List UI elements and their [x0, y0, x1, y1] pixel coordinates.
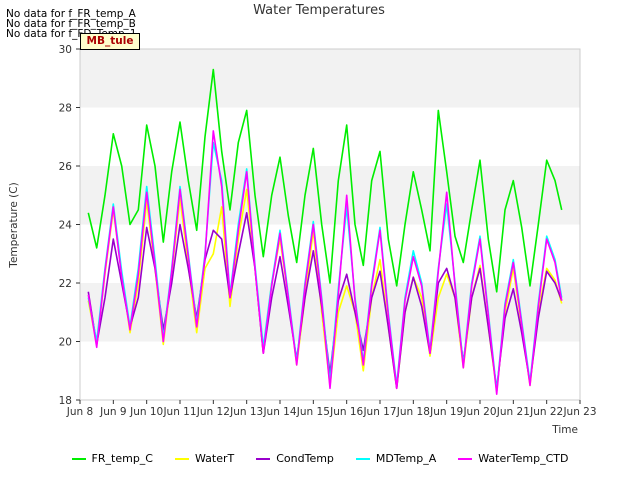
x-tick-label: Jun 12: [196, 406, 230, 418]
series-line-fr-temp-c: [87, 68, 563, 293]
legend-item: WaterTemp_CTD: [458, 452, 568, 465]
legend-label: MDTemp_A: [375, 452, 437, 465]
x-axis-ticks: Jun 8 Jun 9 Jun 10 Jun 11 Jun 12 Jun 13 Jun 14…: [66, 400, 597, 418]
y-tick-label: 22: [59, 278, 72, 290]
series-line-watertemp-ctd: [87, 130, 563, 396]
y-tick-label: 24: [59, 220, 73, 232]
chart-title: Water Temperatures: [253, 3, 385, 18]
site-tag: MB_tule: [80, 33, 140, 50]
legend-swatch: [458, 457, 473, 460]
x-tick-label: Jun 17: [362, 406, 396, 418]
y-tick-label: 18: [59, 395, 72, 407]
no-data-message-fr-temp-b: No data for f_FR_temp_B: [6, 18, 136, 30]
x-tick-label: Jun 22: [529, 406, 563, 418]
x-tick-label: Jun 19: [429, 406, 463, 418]
x-tick-label: Jun 11: [162, 406, 196, 418]
legend-label: CondTemp: [276, 452, 334, 465]
y-axis-label: Temperature (C): [8, 182, 20, 268]
background-band-2: [80, 49, 580, 108]
legend-label: WaterT: [194, 452, 235, 465]
background-band-1: [80, 166, 580, 225]
legend-swatch: [174, 457, 189, 460]
x-tick-label: Jun 13: [229, 406, 263, 418]
legend-swatch: [256, 457, 271, 460]
legend-item: CondTemp: [256, 452, 334, 465]
y-tick-label: 26: [59, 161, 73, 173]
legend-swatch: [71, 457, 86, 460]
no-data-message-fr-temp-a: No data for f_FR_temp_A: [6, 8, 136, 20]
legend-swatch: [355, 457, 370, 460]
chart-legend: FR_temp_C WaterT CondTemp MDTemp_A WaterTemp…: [0, 452, 640, 465]
x-axis-label: Time: [551, 424, 578, 436]
x-tick-label: Jun 16: [329, 406, 363, 418]
y-tick-label: 20: [59, 337, 72, 349]
legend-label: FR_temp_C: [91, 452, 153, 465]
x-tick-label: Jun 14: [262, 406, 296, 418]
y-tick-label: 28: [59, 103, 72, 115]
legend-item: WaterT: [174, 452, 235, 465]
legend-item: MDTemp_A: [355, 452, 437, 465]
y-tick-label: 30: [59, 44, 72, 56]
x-tick-label: Jun 9: [99, 406, 126, 418]
series-lines: [87, 68, 563, 396]
x-tick-label: Jun 23: [562, 406, 596, 418]
x-tick-label: Jun 8: [66, 406, 93, 418]
x-tick-label: Jun 20: [462, 406, 496, 418]
y-axis-ticks: 18 20 22 24 26 28 30: [59, 44, 80, 407]
x-tick-label: Jun 21: [496, 406, 530, 418]
legend-label: WaterTemp_CTD: [478, 452, 569, 465]
legend-item: FR_temp_C: [71, 452, 153, 465]
x-tick-label: Jun 15: [296, 406, 330, 418]
background-bands: [80, 49, 580, 342]
x-tick-label: Jun 10: [129, 406, 163, 418]
x-tick-label: Jun 18: [396, 406, 430, 418]
